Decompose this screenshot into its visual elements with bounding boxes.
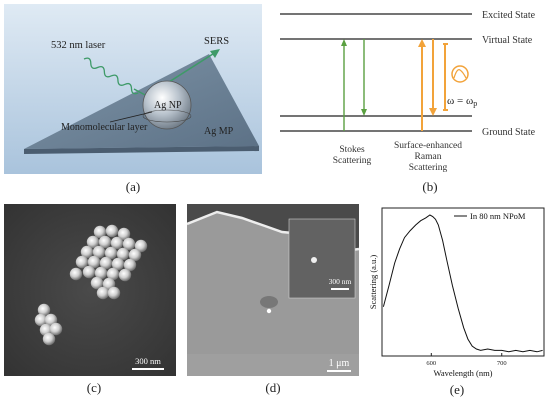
caption-e: (e) <box>449 382 465 397</box>
inset-d <box>288 218 356 299</box>
legend-label: In 80 nm NPoM <box>470 211 526 221</box>
panel-d: 300 nm 1 μm <box>186 204 360 376</box>
inset-scale-bar <box>331 288 349 290</box>
nanoparticle <box>92 245 106 259</box>
nanoparticle <box>110 236 124 250</box>
se-label-1: Surface-enhanced <box>394 140 462 151</box>
nanoparticle <box>69 267 83 281</box>
sers-arrow-line <box>168 51 217 83</box>
scattering-chart: 600 700 In 80 nm NPoM Scattering (a.u.) W… <box>368 207 545 378</box>
caption-c: (c) <box>86 380 102 395</box>
nanoparticle <box>111 257 125 271</box>
caption-d: (d) <box>265 380 281 395</box>
scale-label-c: 300 nm <box>135 356 161 366</box>
caption-b: (b) <box>422 179 438 194</box>
nanoparticle <box>123 258 137 272</box>
nanoparticle <box>106 267 120 281</box>
nanoparticle <box>94 266 108 280</box>
nanoparticle <box>116 247 130 261</box>
ag-mp-triangle <box>24 54 259 149</box>
se-label-2: Raman <box>415 152 442 162</box>
nanoparticle <box>90 276 104 290</box>
ag-np-sphere <box>142 80 192 130</box>
nanoparticle <box>99 256 113 270</box>
x-tick-label: 700 <box>497 360 507 367</box>
scale-label-d: 1 μm <box>329 358 350 369</box>
nanoparticle <box>42 332 56 346</box>
se-label-3: Scattering <box>409 163 448 173</box>
nanoparticle <box>107 286 121 300</box>
stokes-label-2: Scattering <box>333 156 372 166</box>
nanoparticle <box>98 235 112 249</box>
monolayer-pointer <box>109 111 153 123</box>
panel-e: 600 700 In 80 nm NPoM Scattering (a.u.) W… <box>366 204 548 382</box>
sers-label: SERS <box>204 36 229 47</box>
particle-d <box>266 308 272 314</box>
series-line-npom <box>382 214 543 353</box>
x-tick-label: 600 <box>426 360 436 367</box>
nanoparticle <box>93 225 107 239</box>
nanoparticle <box>117 227 131 241</box>
monolayer-label: Monomolecular layer <box>61 122 148 133</box>
nanoparticle-cluster <box>34 224 148 346</box>
omega-equation: ω = ωp <box>447 95 477 108</box>
panel-a: 532 nm laser SERS Ag NP Monomolecular la… <box>4 4 262 174</box>
nanoparticle <box>96 286 110 300</box>
nanoparticle <box>75 255 89 269</box>
excited-state-label: Excited State <box>482 10 536 21</box>
caption-a: (a) <box>125 179 141 194</box>
ag-mp-edge <box>24 146 259 154</box>
ag-np-label: Ag NP <box>154 100 182 111</box>
nanoparticle <box>104 246 118 260</box>
nanoparticle <box>37 303 51 317</box>
ag-mp-label: Ag MP <box>204 126 234 137</box>
nanoparticle <box>122 237 136 251</box>
scale-bar-c <box>132 368 164 370</box>
laser-wave <box>83 57 139 95</box>
laser-label: 532 nm laser <box>51 40 106 51</box>
nanoparticle <box>134 239 148 253</box>
inset-scale-label: 300 nm <box>329 277 352 286</box>
panel-a-illustration: 532 nm laser SERS Ag NP Monomolecular la… <box>4 4 262 174</box>
panel-b-energy-diagram: Excited State Virtual State Ground State… <box>280 10 536 173</box>
ground-state-label: Ground State <box>482 127 536 138</box>
nanoparticle <box>87 255 101 269</box>
nanoparticle <box>118 268 132 282</box>
nanoparticle <box>80 245 94 259</box>
plasmon-icon <box>451 65 469 83</box>
sers-arrow-head <box>210 49 220 58</box>
scale-bar-d <box>327 370 351 372</box>
nanoparticle <box>105 224 119 238</box>
nanoparticle <box>82 265 96 279</box>
ag-np-equator <box>142 109 192 123</box>
nanoparticle <box>49 322 63 336</box>
panel-c: 300 nm <box>4 204 176 376</box>
nanoparticle <box>86 235 100 249</box>
plot-frame <box>381 207 545 357</box>
nanoparticle <box>34 313 48 327</box>
virtual-state-label: Virtual State <box>482 35 533 46</box>
y-axis-label: Scattering (a.u.) <box>368 255 378 310</box>
sem-image-d: 300 nm 1 μm <box>186 204 360 376</box>
panel-b: Excited State Virtual State Ground State… <box>276 0 548 178</box>
nanoparticle <box>128 248 142 262</box>
x-axis-label: Wavelength (nm) <box>433 368 492 378</box>
sem-image-c: 300 nm <box>4 204 176 376</box>
stokes-label-1: Stokes <box>339 145 365 155</box>
